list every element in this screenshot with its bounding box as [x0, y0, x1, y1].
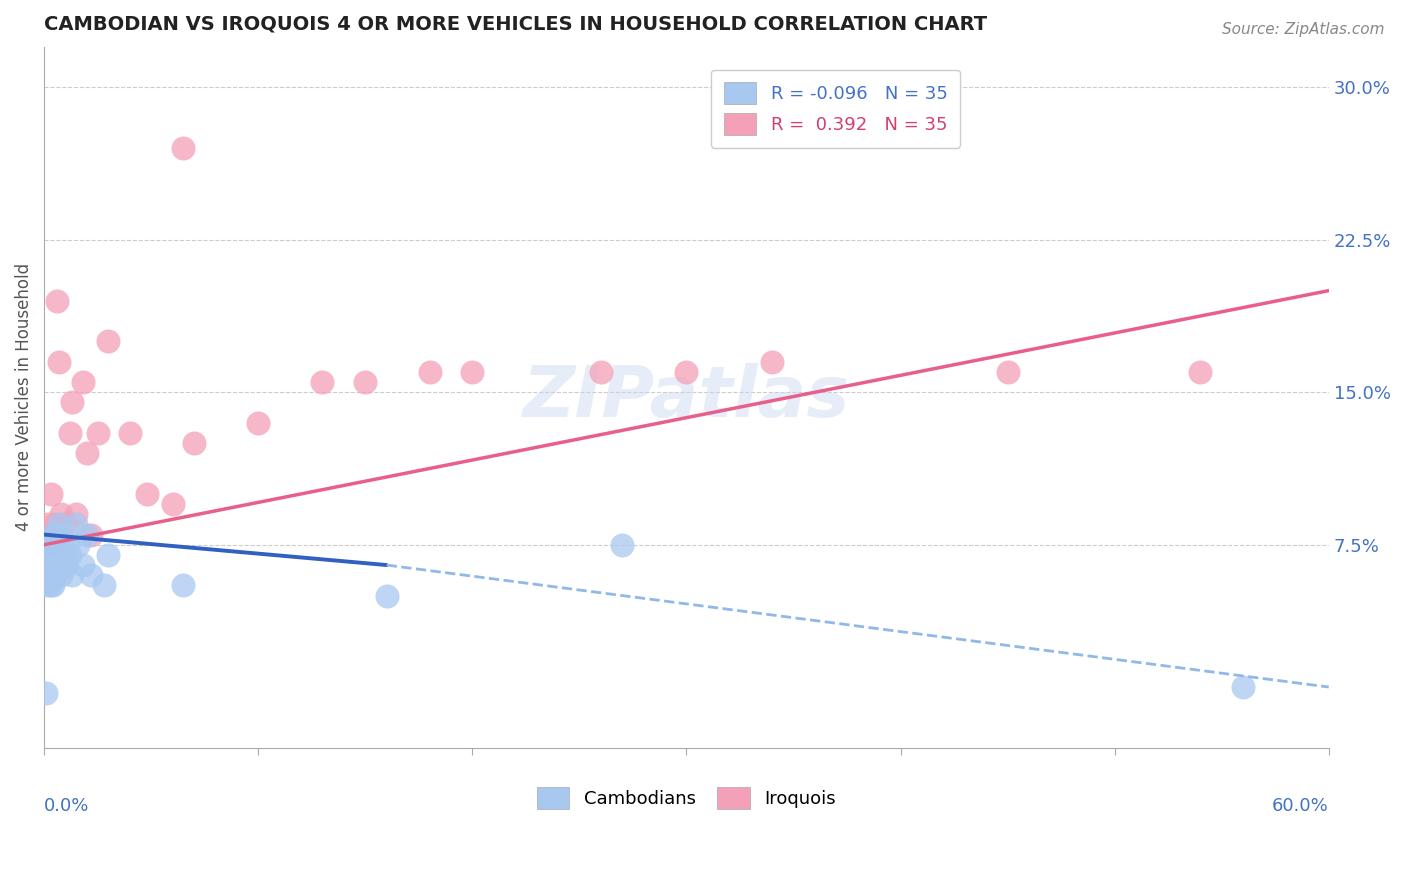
Point [589, 365, 612, 379]
Point [37, 548, 59, 562]
Point [51, 527, 73, 541]
Point [162, 497, 184, 511]
Point [72, 375, 94, 389]
Point [183, 436, 205, 450]
Point [761, 355, 783, 369]
Point [675, 365, 697, 379]
Point [46, 527, 69, 541]
Point [44, 548, 66, 562]
Point [67, 538, 90, 552]
Point [172, 578, 194, 592]
Point [37, 517, 59, 532]
Point [97, 548, 120, 562]
Point [35, 686, 58, 700]
Point [354, 375, 377, 389]
Point [48, 538, 70, 552]
Point [56, 538, 79, 552]
Point [65, 508, 87, 522]
Point [80, 527, 103, 541]
Point [60, 568, 83, 582]
Point [247, 416, 270, 430]
Point [461, 365, 484, 379]
Point [55, 558, 77, 572]
Point [41, 538, 63, 552]
Point [375, 589, 398, 603]
Point [93, 578, 115, 592]
Text: Source: ZipAtlas.com: Source: ZipAtlas.com [1222, 22, 1385, 37]
Point [997, 365, 1019, 379]
Point [52, 548, 75, 562]
Point [72, 558, 94, 572]
Point [118, 425, 141, 440]
Text: 0.0%: 0.0% [44, 797, 90, 815]
Point [59, 548, 82, 562]
Text: 60.0%: 60.0% [1272, 797, 1329, 815]
Point [37, 578, 59, 592]
Point [1189, 365, 1212, 379]
Point [35, 568, 58, 582]
Point [59, 425, 82, 440]
Point [51, 508, 73, 522]
Text: CAMBODIAN VS IROQUOIS 4 OR MORE VEHICLES IN HOUSEHOLD CORRELATION CHART: CAMBODIAN VS IROQUOIS 4 OR MORE VEHICLES… [44, 15, 987, 34]
Y-axis label: 4 or more Vehicles in Household: 4 or more Vehicles in Household [15, 263, 32, 532]
Point [86, 425, 108, 440]
Point [418, 365, 440, 379]
Point [44, 527, 66, 541]
Point [39, 578, 62, 592]
Point [135, 487, 157, 501]
Point [51, 568, 73, 582]
Point [48, 355, 70, 369]
Point [76, 527, 98, 541]
Point [39, 487, 62, 501]
Point [46, 558, 69, 572]
Point [80, 568, 103, 582]
Point [41, 548, 63, 562]
Point [55, 517, 77, 532]
Point [44, 517, 66, 532]
Point [39, 538, 62, 552]
Point [311, 375, 333, 389]
Point [44, 568, 66, 582]
Point [97, 334, 120, 349]
Point [41, 578, 63, 592]
Legend: Cambodians, Iroquois: Cambodians, Iroquois [530, 780, 844, 816]
Point [60, 395, 83, 409]
Point [76, 446, 98, 460]
Point [39, 558, 62, 572]
Point [172, 141, 194, 155]
Point [48, 517, 70, 532]
Point [1232, 680, 1254, 694]
Point [46, 293, 69, 308]
Point [65, 517, 87, 532]
Point [41, 527, 63, 541]
Text: ZIPatlas: ZIPatlas [523, 363, 851, 432]
Point [612, 538, 634, 552]
